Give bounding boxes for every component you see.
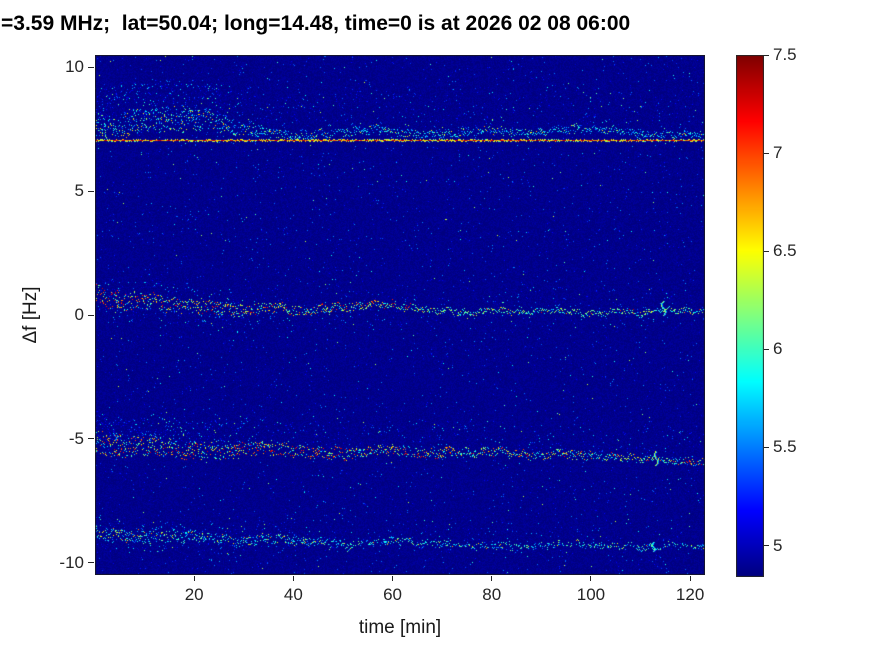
y-tick-mark [88, 562, 94, 564]
x-tick-mark [193, 576, 195, 581]
colorbar-tick-mark [764, 250, 769, 252]
y-tick-label: 10 [65, 57, 84, 77]
colorbar-tick-mark [764, 545, 769, 547]
y-axis-label: Δf [Hz] [20, 286, 41, 344]
spectrogram-canvas [95, 55, 705, 575]
y-tick-mark [88, 438, 94, 440]
x-axis-label: time [min] [358, 617, 442, 638]
colorbar-tick-label: 6 [773, 339, 783, 359]
x-tick-mark [491, 576, 493, 581]
x-tick-label: 40 [283, 585, 303, 604]
y-tick-mark [88, 190, 94, 192]
x-tick-mark [292, 576, 294, 581]
colorbar-tick-label: 7.5 [773, 45, 797, 64]
colorbar-tick-mark [764, 54, 769, 56]
colorbar-tick-label: 5.5 [773, 437, 797, 457]
y-tick-label: 5 [74, 181, 84, 201]
colorbar-tick-label: 5 [773, 535, 783, 555]
y-tick-mark [88, 314, 94, 316]
y-tick-label: -5 [68, 428, 84, 448]
x-tick-label: 60 [383, 585, 402, 604]
x-tick-mark [590, 576, 592, 581]
x-tick-label: 20 [184, 585, 204, 604]
colorbar [736, 55, 764, 577]
colorbar-tick-label: 7 [773, 143, 783, 163]
y-tick-label: 0 [74, 305, 84, 324]
colorbar-tick-mark [764, 446, 769, 448]
y-tick-label: -10 [59, 552, 84, 572]
x-tick-label: 120 [675, 585, 705, 604]
chart-title: =3.59 MHz; lat=50.04; long=14.48, time=0… [1, 12, 631, 35]
colorbar-tick-mark [764, 152, 769, 154]
x-tick-label: 100 [576, 585, 606, 604]
colorbar-tick-mark [764, 348, 769, 350]
y-tick-mark [88, 66, 94, 68]
colorbar-tick-label: 6.5 [773, 241, 797, 261]
x-tick-label: 80 [482, 585, 502, 604]
x-tick-mark [392, 576, 394, 581]
x-tick-mark [689, 576, 691, 581]
